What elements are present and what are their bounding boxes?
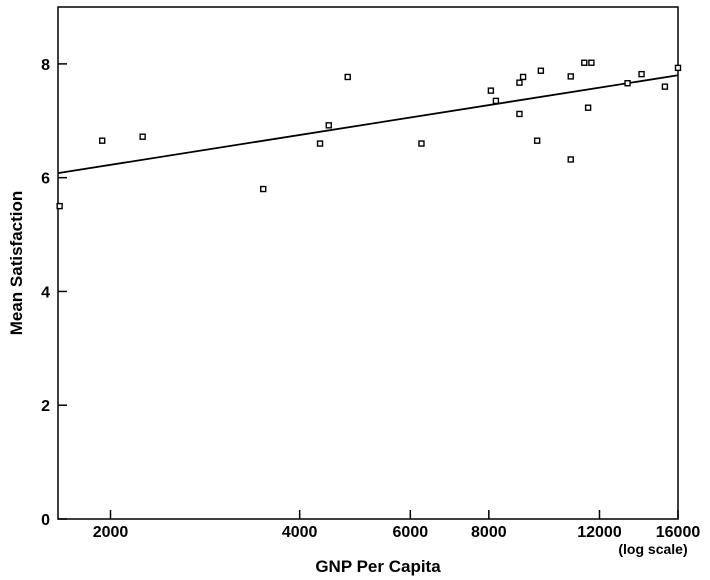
x-tick-label: 6000 — [393, 524, 429, 541]
data-point — [344, 73, 351, 81]
y-tick-label: 6 — [41, 171, 50, 188]
y-axis-ticks: 0 2 4 6 8 — [41, 57, 67, 529]
data-point — [537, 67, 545, 74]
x-tick-label: 12000 — [577, 524, 622, 541]
data-point — [581, 59, 588, 66]
y-tick-label: 8 — [41, 57, 50, 74]
data-point — [584, 104, 592, 111]
y-tick-label: 0 — [41, 512, 50, 529]
data-point — [418, 140, 425, 147]
x-tick-label: 4000 — [282, 524, 318, 541]
data-point — [516, 79, 523, 86]
x-scale-note: (log scale) — [618, 541, 687, 557]
x-axis-label: GNP Per Capita — [315, 557, 441, 576]
x-tick-label: 16000 — [656, 524, 701, 541]
data-point — [325, 122, 332, 129]
y-tick-label: 2 — [41, 398, 50, 415]
x-tick-label: 2000 — [93, 524, 129, 541]
data-point — [624, 80, 631, 87]
data-point — [638, 70, 645, 78]
data-points — [56, 59, 682, 210]
data-point — [56, 202, 63, 210]
x-axis-ticks: 2000 4000 6000 8000 12000 16000 — [93, 510, 701, 541]
x-tick-label: 8000 — [471, 524, 507, 541]
data-point — [519, 73, 527, 81]
data-point — [260, 185, 267, 193]
data-point — [516, 110, 523, 118]
y-axis-label: Mean Satisfaction — [7, 191, 26, 336]
data-point — [487, 87, 495, 94]
data-point — [492, 97, 500, 105]
plot-frame — [57, 6, 679, 520]
data-point — [674, 64, 682, 72]
data-point — [139, 133, 146, 140]
data-point — [533, 137, 541, 144]
y-tick-label: 4 — [41, 284, 50, 301]
data-point — [98, 137, 106, 144]
data-point — [316, 140, 324, 147]
data-point — [567, 156, 574, 163]
data-point — [588, 59, 595, 66]
data-point — [661, 83, 669, 90]
data-point — [567, 73, 574, 80]
regression-line — [57, 74, 679, 175]
